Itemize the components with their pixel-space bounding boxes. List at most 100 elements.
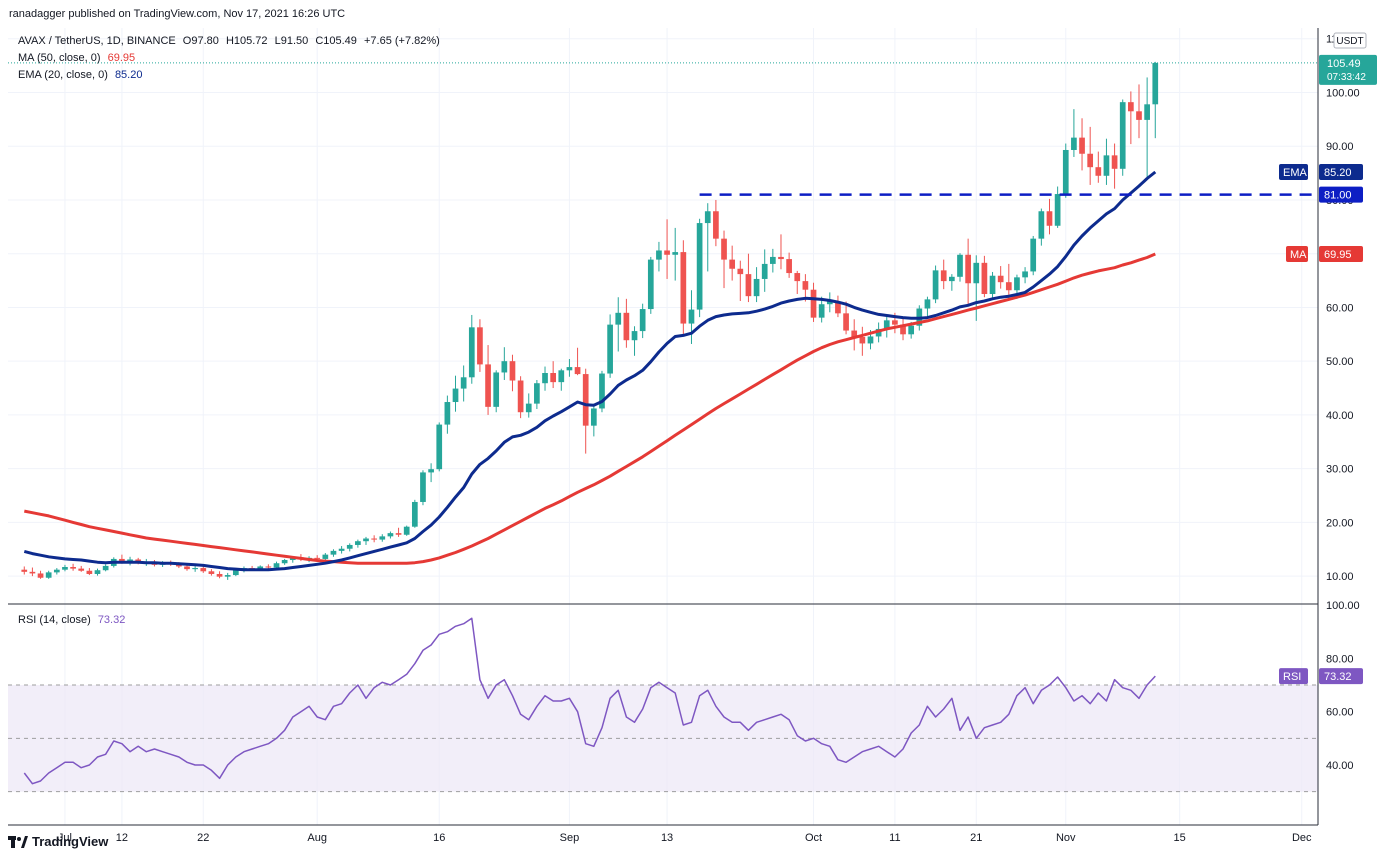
candle-body	[908, 325, 915, 335]
candle-body	[1071, 137, 1077, 150]
rsi-line	[23, 617, 1156, 785]
candle-body	[745, 274, 752, 297]
candle-body	[639, 309, 646, 332]
candle-body	[981, 262, 988, 295]
candle-body	[363, 538, 369, 542]
time-tick-label: Nov	[1056, 832, 1076, 844]
candle-9	[94, 568, 101, 576]
candle-25	[224, 572, 231, 580]
candle-42	[363, 536, 369, 545]
candle-body	[1087, 153, 1094, 168]
candle-body	[94, 570, 101, 574]
price-tick-label: 30.00	[1326, 464, 1354, 476]
candle-body	[273, 563, 280, 568]
candle-body	[1038, 211, 1045, 239]
candle-body	[932, 270, 939, 300]
candle-99	[826, 292, 833, 313]
candle-128	[1062, 143, 1069, 198]
line-name-tag-text: EMA	[1283, 167, 1308, 179]
ma-legend[interactable]: MA (50, close, 0) 69.95	[18, 52, 139, 64]
candle-78	[656, 241, 662, 272]
tradingview-logo[interactable]: TradingView	[8, 834, 108, 849]
low-value: L91.50	[274, 35, 309, 47]
candle-body	[216, 573, 223, 577]
candle-body	[973, 262, 980, 284]
candle-58	[493, 370, 500, 413]
price-tick-label: 20.00	[1326, 517, 1354, 529]
candle-body	[45, 572, 52, 578]
candle-102	[851, 319, 858, 351]
candle-66	[558, 368, 565, 391]
candle-body	[509, 361, 516, 381]
candle-body	[338, 548, 345, 551]
last-price-box	[1319, 54, 1377, 85]
value-marker-text: 85.20	[1324, 167, 1352, 179]
support-level-marker	[1319, 186, 1363, 203]
candle-body	[1152, 62, 1159, 105]
candle-body	[997, 275, 1004, 283]
candle-88	[737, 260, 744, 301]
candle-body	[1062, 149, 1069, 195]
candle-body	[1095, 167, 1102, 176]
candle-body	[485, 364, 491, 407]
candle-body	[322, 554, 329, 559]
candle-body	[53, 569, 60, 573]
candle-body	[892, 320, 898, 325]
time-tick-label: 21	[970, 832, 982, 844]
line-name-tag-text: MA	[1290, 249, 1307, 261]
candle-137	[1136, 84, 1142, 139]
value-marker-text: 73.32	[1324, 671, 1352, 683]
time-tick-label: Jul	[58, 832, 72, 844]
candle-47	[403, 525, 410, 536]
candle-60	[509, 354, 516, 392]
candle-body	[1014, 277, 1020, 291]
line-name-tag-ma	[1286, 245, 1308, 262]
ema20-line	[23, 170, 1157, 572]
candle-127	[1054, 186, 1061, 228]
candle-130	[1079, 118, 1085, 171]
candle-body	[468, 327, 475, 378]
candle-body	[550, 373, 557, 383]
value-marker-ema	[1319, 164, 1363, 181]
candle-body	[346, 544, 353, 549]
candle-132	[1095, 151, 1102, 183]
candle-body	[753, 278, 760, 297]
candle-body	[721, 238, 727, 260]
candle-85	[713, 199, 719, 247]
candle-62	[525, 393, 532, 418]
candle-body	[70, 566, 76, 569]
candle-100	[835, 295, 841, 318]
candle-body	[786, 259, 792, 274]
candle-body	[867, 336, 874, 344]
candle-body	[696, 223, 703, 310]
candle-92	[769, 248, 776, 273]
candle-21	[192, 565, 198, 572]
candle-56	[477, 319, 483, 372]
candle-22	[200, 566, 207, 573]
candle-body	[371, 538, 377, 540]
rsi-legend[interactable]: RSI (14, close) 73.32	[18, 614, 129, 626]
candle-body	[411, 501, 418, 527]
candle-135	[1119, 99, 1126, 176]
candle-body	[672, 252, 679, 255]
candle-body	[778, 256, 784, 260]
candle-81	[680, 240, 687, 335]
candle-51	[436, 422, 443, 472]
candle-23	[208, 569, 215, 576]
candle-73	[615, 297, 622, 352]
ema-legend[interactable]: EMA (20, close, 0) 85.20	[18, 69, 146, 81]
candle-body	[265, 566, 272, 568]
value-marker-text: 69.95	[1324, 249, 1352, 261]
currency-box	[1333, 32, 1367, 49]
candle-body	[21, 569, 28, 572]
candle-body	[428, 469, 434, 473]
ma-legend-label: MA (50, close, 0)	[18, 52, 101, 64]
candle-115	[957, 253, 963, 282]
last-price-label: 105.49	[1327, 58, 1361, 70]
tradingview-logo-icon	[8, 835, 28, 848]
symbol-label[interactable]: AVAX / TetherUS, 1D, BINANCE	[18, 35, 176, 47]
candle-72	[607, 314, 613, 378]
candle-131	[1087, 126, 1094, 185]
candle-120	[997, 266, 1004, 289]
